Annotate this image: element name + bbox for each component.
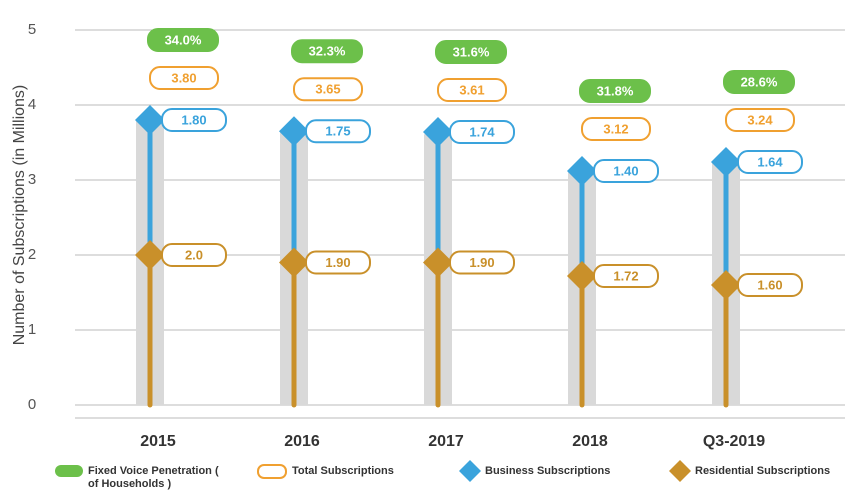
residential-diamond bbox=[279, 247, 309, 278]
penetration-box bbox=[147, 28, 219, 52]
residential-box-label: 2.0 bbox=[185, 247, 203, 262]
residential-diamond bbox=[711, 270, 741, 300]
penetration-box bbox=[291, 39, 363, 64]
legend-label: Fixed Voice Penetration ( of Households … bbox=[88, 465, 219, 490]
business-box-label: 1.64 bbox=[757, 154, 783, 169]
x-tick-label: 2017 bbox=[428, 433, 464, 450]
business-box-label: 1.40 bbox=[613, 163, 638, 178]
total-box-label: 3.24 bbox=[747, 112, 773, 127]
penetration-box-label: 31.6% bbox=[453, 44, 490, 59]
penetration-box bbox=[579, 79, 651, 103]
residential-box-label: 1.90 bbox=[469, 255, 494, 270]
business-box-label: 1.74 bbox=[469, 124, 495, 139]
business-box-label: 1.80 bbox=[181, 112, 206, 127]
residential-box bbox=[737, 273, 803, 297]
y-tick-label: 0 bbox=[28, 396, 36, 413]
total-box-label: 3.80 bbox=[171, 70, 196, 85]
business-box bbox=[449, 120, 515, 144]
business-box-label: 1.75 bbox=[325, 124, 350, 139]
residential-box-label: 1.90 bbox=[325, 255, 350, 270]
residential-diamond bbox=[567, 261, 597, 291]
legend-label: Total Subscriptions bbox=[292, 465, 394, 477]
business-box bbox=[737, 150, 803, 174]
business-diamond bbox=[135, 105, 165, 135]
residential-box-label: 1.72 bbox=[613, 268, 638, 283]
x-tick-label: 2018 bbox=[572, 433, 608, 450]
business-box bbox=[161, 108, 227, 132]
total-box bbox=[293, 77, 363, 102]
total-box bbox=[149, 66, 219, 90]
total-box-label: 3.61 bbox=[459, 82, 484, 97]
business-diamond bbox=[279, 116, 309, 147]
penetration-box-label: 31.8% bbox=[597, 83, 634, 98]
legend-label: Residential Subscriptions bbox=[695, 465, 831, 477]
total-box bbox=[581, 117, 651, 141]
y-axis-label: Number of Subscriptions (in Millions) bbox=[11, 85, 28, 346]
penetration-box-label: 34.0% bbox=[165, 32, 202, 47]
business-diamond bbox=[711, 147, 741, 177]
residential-box bbox=[161, 243, 227, 267]
total-box-label: 3.65 bbox=[315, 82, 340, 97]
y-tick-label: 2 bbox=[28, 246, 36, 263]
y-tick-label: 4 bbox=[28, 96, 36, 113]
penetration-box bbox=[723, 70, 795, 94]
x-tick-label: Q3-2019 bbox=[703, 433, 765, 450]
y-tick-label: 1 bbox=[28, 321, 36, 338]
residential-box-label: 1.60 bbox=[757, 277, 782, 292]
penetration-box-label: 28.6% bbox=[741, 74, 778, 89]
y-tick-label: 3 bbox=[28, 171, 36, 188]
x-tick-label: 2015 bbox=[140, 433, 176, 450]
penetration-box-label: 32.3% bbox=[309, 44, 346, 59]
residential-box bbox=[305, 250, 371, 275]
total-box-label: 3.12 bbox=[603, 121, 628, 136]
y-tick-label: 5 bbox=[28, 21, 36, 38]
legend-label: Business Subscriptions bbox=[485, 465, 611, 477]
business-box bbox=[593, 159, 659, 183]
penetration-box bbox=[435, 40, 507, 64]
residential-box bbox=[449, 250, 515, 275]
legend-swatch bbox=[257, 464, 287, 479]
total-box bbox=[437, 78, 507, 102]
legend-swatch bbox=[459, 460, 481, 482]
business-diamond bbox=[423, 117, 453, 147]
residential-diamond bbox=[135, 240, 165, 270]
legend-swatch bbox=[55, 465, 83, 477]
total-box bbox=[725, 108, 795, 132]
legend-swatch bbox=[669, 460, 691, 482]
residential-diamond bbox=[423, 247, 453, 278]
business-box bbox=[305, 119, 371, 144]
residential-box bbox=[593, 264, 659, 288]
business-diamond bbox=[567, 156, 597, 186]
x-tick-label: 2016 bbox=[284, 433, 320, 450]
